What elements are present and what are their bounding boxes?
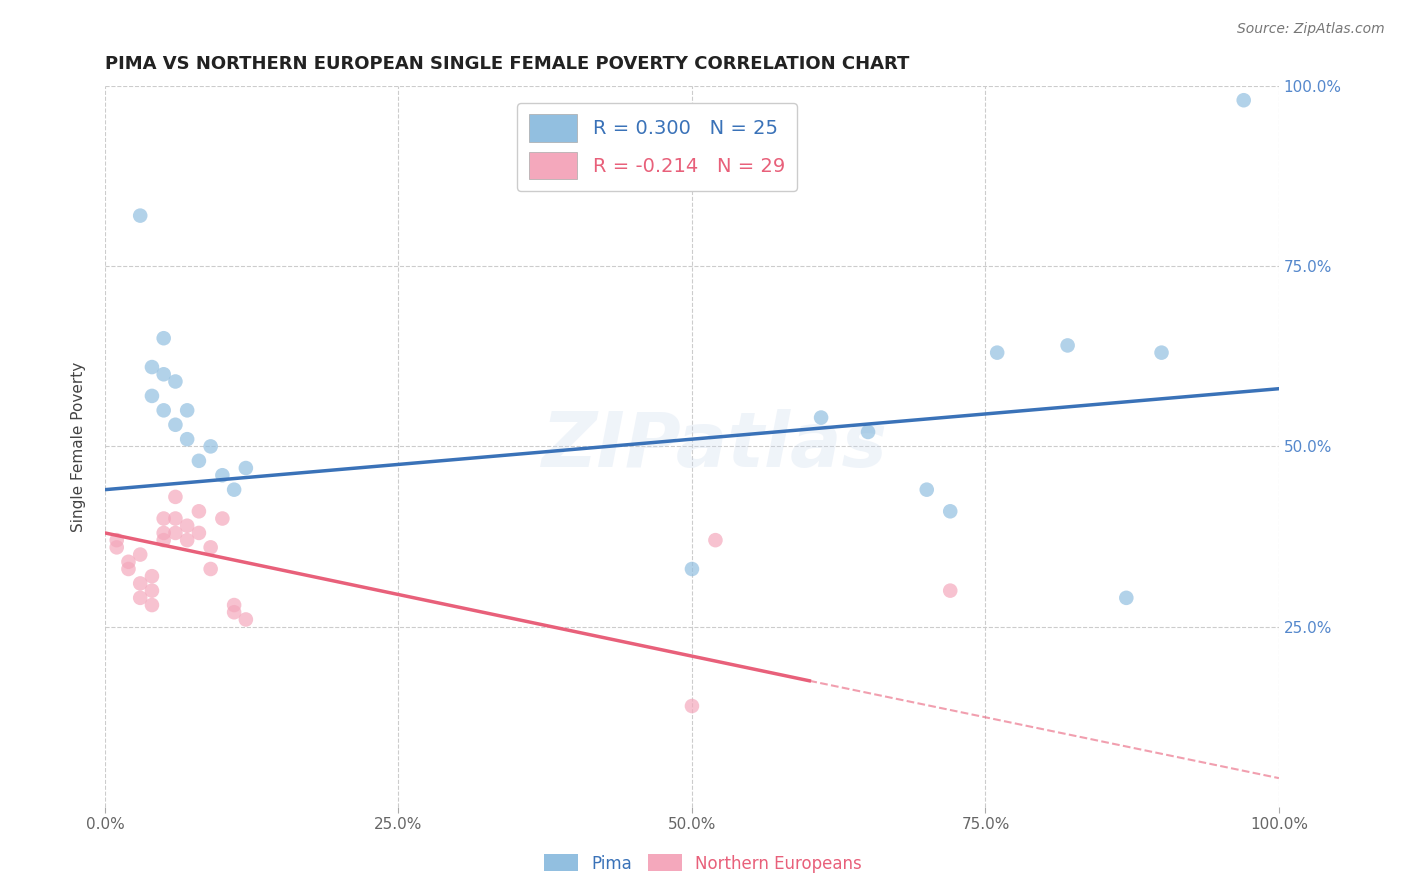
Point	[939, 504, 962, 518]
Point	[176, 533, 198, 548]
Point	[187, 525, 209, 540]
Point	[105, 541, 128, 555]
Point	[117, 555, 139, 569]
Point	[141, 598, 163, 612]
Point	[165, 490, 187, 504]
Point	[1150, 345, 1173, 359]
Point	[235, 461, 257, 475]
Text: Source: ZipAtlas.com: Source: ZipAtlas.com	[1237, 22, 1385, 37]
Point	[152, 403, 174, 417]
Point	[224, 605, 246, 619]
Point	[200, 562, 222, 576]
Point	[1233, 93, 1256, 107]
Point	[856, 425, 879, 439]
Point	[141, 360, 163, 375]
Point	[152, 533, 174, 548]
Text: PIMA VS NORTHERN EUROPEAN SINGLE FEMALE POVERTY CORRELATION CHART: PIMA VS NORTHERN EUROPEAN SINGLE FEMALE …	[105, 55, 910, 73]
Point	[681, 699, 703, 714]
Point	[152, 368, 174, 382]
Point	[1115, 591, 1137, 605]
Point	[129, 576, 152, 591]
Legend: Pima, Northern Europeans: Pima, Northern Europeans	[537, 847, 869, 880]
Point	[105, 533, 128, 548]
Point	[176, 432, 198, 446]
Point	[117, 562, 139, 576]
Point	[152, 331, 174, 345]
Legend: R = 0.300   N = 25, R = -0.214   N = 29: R = 0.300 N = 25, R = -0.214 N = 29	[517, 103, 797, 191]
Point	[704, 533, 727, 548]
Y-axis label: Single Female Poverty: Single Female Poverty	[72, 361, 86, 532]
Point	[1056, 338, 1078, 352]
Point	[165, 375, 187, 389]
Point	[986, 345, 1008, 359]
Point	[187, 454, 209, 468]
Point	[681, 562, 703, 576]
Point	[165, 511, 187, 525]
Point	[187, 504, 209, 518]
Point	[915, 483, 938, 497]
Point	[224, 483, 246, 497]
Point	[141, 583, 163, 598]
Point	[165, 525, 187, 540]
Point	[129, 209, 152, 223]
Point	[176, 518, 198, 533]
Point	[939, 583, 962, 598]
Point	[129, 548, 152, 562]
Text: ZIPatlas: ZIPatlas	[543, 409, 889, 483]
Point	[165, 417, 187, 432]
Point	[200, 439, 222, 453]
Point	[129, 591, 152, 605]
Point	[152, 511, 174, 525]
Point	[176, 403, 198, 417]
Point	[141, 389, 163, 403]
Point	[224, 598, 246, 612]
Point	[810, 410, 832, 425]
Point	[235, 612, 257, 626]
Point	[211, 468, 233, 483]
Point	[152, 525, 174, 540]
Point	[211, 511, 233, 525]
Point	[200, 541, 222, 555]
Point	[141, 569, 163, 583]
